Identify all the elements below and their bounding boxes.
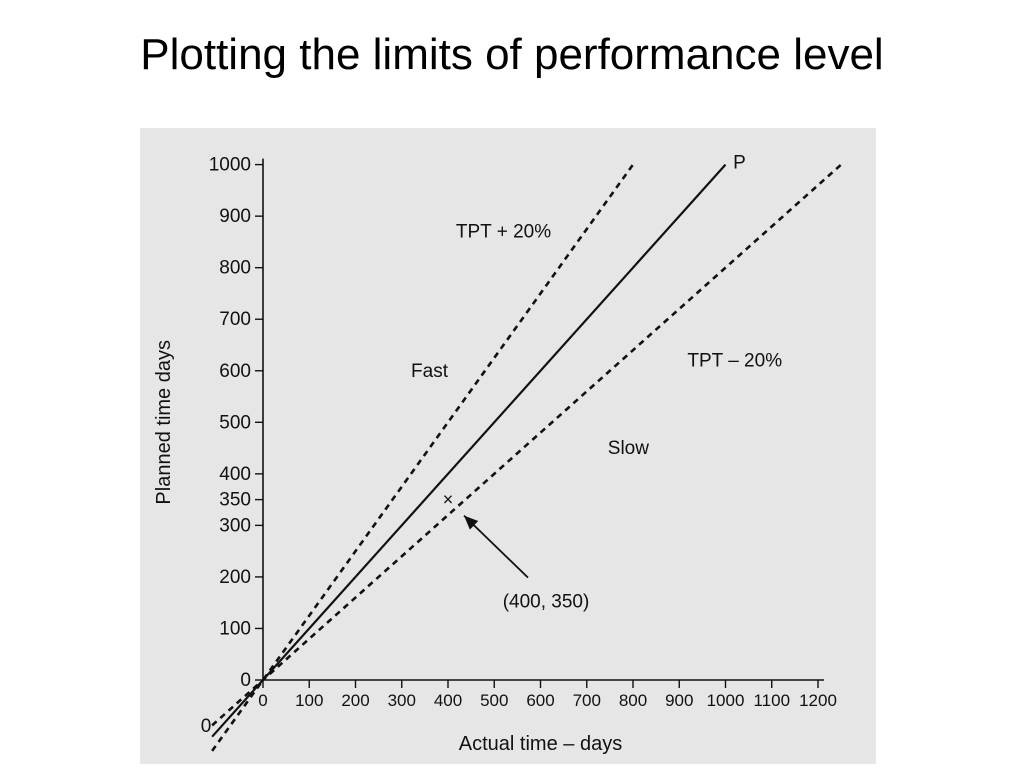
- series-lines: [211, 163, 842, 752]
- series-line: [211, 163, 635, 752]
- x-tick-label: 800: [619, 691, 647, 710]
- slide-title: Plotting the limits of performance level: [140, 30, 884, 79]
- y-axis-title: Planned time days: [153, 340, 175, 505]
- region-label: Slow: [608, 438, 649, 459]
- y-tick-label: 1000: [209, 155, 251, 176]
- performance-limits-chart: 0 100 200 300 400 500 600 700 800 900 1000 1100 1200…: [153, 153, 842, 755]
- x-tick-label: 600: [526, 691, 554, 710]
- x-axis-title: Actual time – days: [459, 733, 622, 755]
- y-tick-label: 0: [240, 670, 251, 691]
- x-tick-label: 300: [388, 691, 416, 710]
- x-tick-label: 1000: [707, 691, 745, 710]
- y-tick-label: 800: [219, 258, 251, 279]
- y-tick-label: 600: [219, 361, 251, 382]
- chart-figure: 0 100 200 300 400 500 600 700 800 900 1000 1100 1200…: [140, 128, 876, 764]
- point-marker: ×: [443, 490, 454, 510]
- x-tick-label: 900: [665, 691, 693, 710]
- series-label: P: [733, 153, 746, 174]
- series-label: TPT + 20%: [456, 222, 551, 243]
- x-tick-label: 100: [295, 691, 323, 710]
- annotation-label: (400, 350): [503, 592, 590, 613]
- x-tick-label: 0: [258, 691, 267, 710]
- y-tick-label: 350: [219, 490, 251, 511]
- x-tick-label: 200: [341, 691, 369, 710]
- y-tick-label: 700: [219, 309, 251, 330]
- y-tick-label: 200: [219, 567, 251, 588]
- series-line: [211, 163, 727, 738]
- x-tick-label: 400: [434, 691, 462, 710]
- axes: [262, 158, 824, 681]
- annotation-arrow-shaft: [463, 514, 529, 579]
- annotation-arrow-head: [464, 515, 479, 530]
- x-tick-label: 1200: [799, 691, 837, 710]
- y-tick-label: 500: [219, 412, 251, 433]
- x-tick-label: 700: [573, 691, 601, 710]
- y-tick-label: 400: [219, 464, 251, 485]
- series-label: TPT – 20%: [687, 350, 782, 371]
- x-tick-label: 1100: [753, 691, 790, 710]
- origin-label: 0: [201, 716, 212, 737]
- series-line: [211, 163, 842, 727]
- x-tick-label: 500: [480, 691, 508, 710]
- ticks: 0 100 200 300 400 500 600 700 800 900 1000 1100 1200…: [209, 155, 837, 710]
- region-label: Fast: [411, 361, 449, 382]
- y-tick-label: 300: [219, 515, 251, 536]
- y-tick-label: 900: [219, 206, 251, 227]
- y-tick-label: 100: [219, 618, 251, 639]
- chart-labels: Actual time – days Planned time days 0 P TPT…: [153, 153, 782, 755]
